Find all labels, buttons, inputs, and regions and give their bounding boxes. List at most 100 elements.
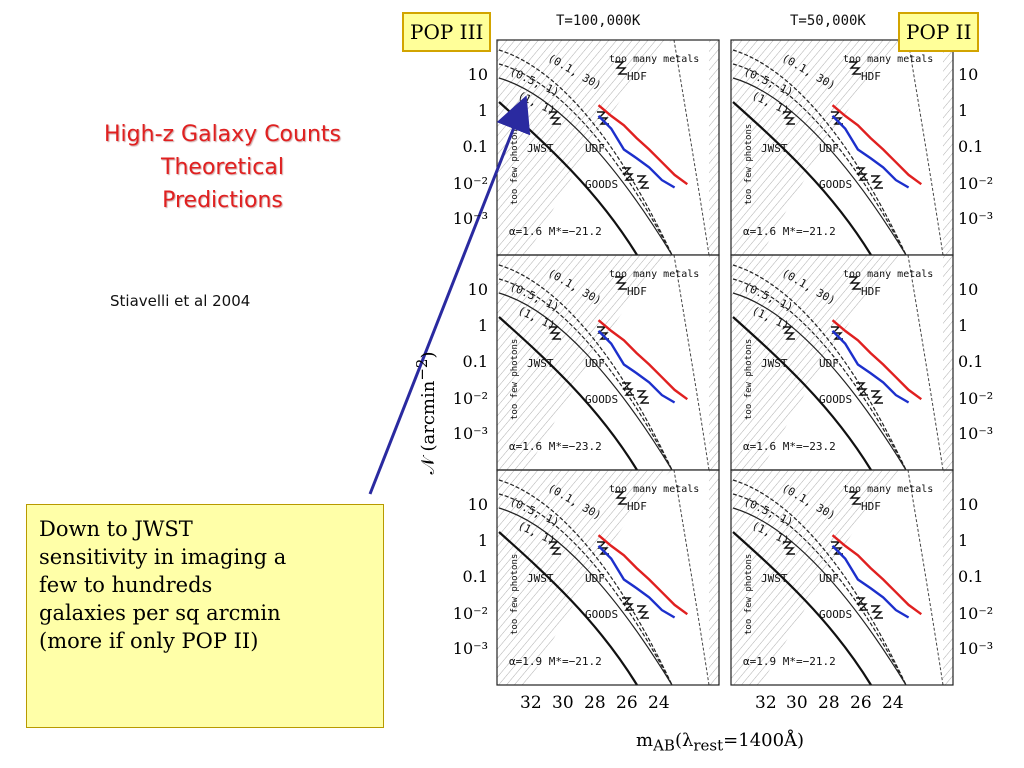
survey-limit-marker — [831, 326, 843, 340]
survey-limit-marker — [622, 382, 634, 396]
y-tick-label: 0.1 — [462, 352, 488, 371]
blue-series-line — [831, 115, 910, 189]
panel-parameter-label: α=1.6 M*=−23.2 — [509, 440, 602, 453]
model-curve-1 — [498, 264, 673, 471]
y-tick-label: 10⁻³ — [958, 639, 994, 658]
y-tick-label: 1 — [477, 101, 488, 120]
model-curve-2 — [732, 493, 907, 686]
model-curve-solid — [732, 101, 872, 256]
y-tick-label: 1 — [958, 316, 969, 335]
panel-6 — [730, 469, 954, 686]
panel-2 — [730, 39, 954, 256]
survey-label-jwst: JWST — [527, 142, 554, 155]
survey-limit-marker — [871, 605, 883, 619]
model-curve-3 — [732, 292, 907, 471]
model-curve-2 — [498, 278, 673, 471]
allowed-region — [761, 470, 943, 685]
y-tick-label: 1 — [477, 316, 488, 335]
model-curve-3 — [498, 507, 673, 686]
survey-limit-marker — [831, 111, 843, 125]
model-curve-solid — [498, 316, 638, 471]
survey-label-hdf: HDF — [627, 500, 647, 513]
x-tick-label: 30 — [786, 693, 808, 713]
survey-limit-marker — [637, 605, 649, 619]
y-tick-label: 0.1 — [462, 567, 488, 586]
model-curve-1 — [732, 264, 907, 471]
survey-limit-marker — [783, 541, 795, 555]
panel-frame — [496, 469, 720, 686]
label-too-few-photons: too few photons — [510, 124, 520, 205]
survey-label-jwst: JWST — [527, 357, 554, 370]
blue-series-line — [597, 545, 676, 619]
panel-frame — [730, 469, 954, 686]
pop3-label: POP III — [402, 12, 492, 52]
y-tick-label: 10⁻² — [452, 389, 488, 408]
model-curve-3 — [732, 507, 907, 686]
x-tick-label: 28 — [584, 693, 606, 713]
y-tick-label: 10⁻³ — [452, 424, 488, 443]
survey-limit-marker — [637, 175, 649, 189]
y-tick-label: 1 — [958, 101, 969, 120]
survey-limit-marker — [849, 61, 861, 75]
label-too-many-metals: too many metals — [609, 54, 699, 65]
red-series-line — [831, 104, 923, 186]
y-tick-label: 10⁻² — [958, 604, 994, 623]
metals-boundary — [907, 469, 944, 686]
survey-label-udf: UDF — [585, 142, 605, 155]
y-tick-label: 10 — [467, 495, 488, 514]
survey-limit-marker — [549, 326, 561, 340]
metals-boundary — [907, 254, 944, 471]
panel-5 — [496, 469, 720, 686]
y-axis-label: 𝒩 (arcmin−2) — [413, 351, 439, 475]
survey-limit-marker — [597, 541, 609, 555]
metals-boundary — [907, 39, 944, 256]
y-tick-label: 0.1 — [958, 567, 984, 586]
label-too-few-photons: too few photons — [744, 124, 754, 205]
survey-limit-marker — [856, 167, 868, 181]
survey-limit-marker — [549, 541, 561, 555]
survey-limit-marker — [622, 167, 634, 181]
survey-limit-marker — [615, 491, 627, 505]
label-too-few-photons: too few photons — [510, 339, 520, 420]
x-tick-label: 24 — [648, 693, 670, 713]
blue-series-line — [597, 115, 676, 189]
model-curve-2 — [498, 493, 673, 686]
panel-1 — [496, 39, 720, 256]
model-curve-1 — [732, 479, 907, 686]
y-tick-label: 10 — [958, 495, 979, 514]
column-title-1: T=100,000K — [556, 13, 641, 29]
x-tick-label: 24 — [882, 693, 904, 713]
column-title-2: T=50,000K — [790, 13, 866, 29]
survey-limit-marker — [783, 326, 795, 340]
model-curve-solid — [732, 531, 872, 686]
label-too-few-photons: too few photons — [744, 339, 754, 420]
survey-label-jwst: JWST — [527, 572, 554, 585]
survey-label-udf: UDF — [585, 572, 605, 585]
survey-label-goods: GOODS — [819, 608, 852, 621]
title-line-2: Theoretical — [161, 155, 284, 180]
x-tick-label: 32 — [520, 693, 542, 713]
y-tick-label: 10 — [467, 280, 488, 299]
y-tick-label: 10⁻³ — [958, 209, 994, 228]
y-tick-label: 10 — [958, 280, 979, 299]
red-series-line — [597, 104, 689, 186]
callout-line-1: Down to JWST — [39, 517, 193, 541]
callout-line-2: sensitivity in imaging a — [39, 545, 287, 569]
y-tick-label: 0.1 — [958, 137, 984, 156]
survey-label-goods: GOODS — [585, 178, 618, 191]
survey-limit-marker — [783, 111, 795, 125]
pop2-label: POP II — [898, 12, 980, 52]
survey-label-goods: GOODS — [819, 178, 852, 191]
survey-limit-marker — [871, 390, 883, 404]
y-tick-label: 10⁻³ — [958, 424, 994, 443]
model-curve-2 — [732, 278, 907, 471]
panel-3 — [496, 254, 720, 471]
survey-label-jwst: JWST — [761, 357, 788, 370]
callout-line-5: (more if only POP II) — [39, 629, 259, 653]
x-tick-label: 30 — [552, 693, 574, 713]
survey-label-hdf: HDF — [627, 285, 647, 298]
panel-parameter-label: α=1.9 M*=−21.2 — [509, 655, 602, 668]
allowed-region — [527, 40, 709, 255]
